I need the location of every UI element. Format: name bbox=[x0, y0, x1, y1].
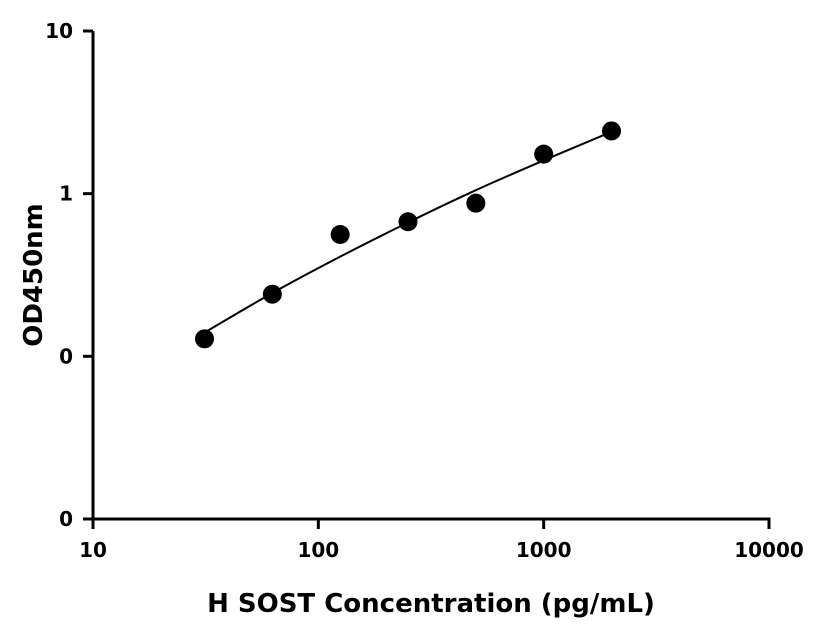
x-tick-label: 10000 bbox=[734, 538, 804, 562]
data-point bbox=[262, 284, 282, 304]
data-point bbox=[534, 144, 554, 164]
y-tick-label: 1 bbox=[59, 182, 73, 206]
y-tick-label: 0 bbox=[59, 344, 73, 368]
data-point bbox=[330, 225, 350, 245]
y-tick-label: 10 bbox=[45, 19, 73, 43]
data-point bbox=[466, 193, 486, 213]
y-axis-title: OD450nm bbox=[19, 203, 49, 347]
x-tick-label: 10 bbox=[79, 538, 107, 562]
fit-curve bbox=[204, 130, 612, 334]
fit-curve-group bbox=[204, 130, 612, 334]
data-point bbox=[398, 212, 418, 232]
y-tick-label: 0 bbox=[59, 507, 73, 531]
data-points bbox=[195, 121, 621, 349]
x-tick-label: 100 bbox=[297, 538, 339, 562]
x-tick-label: 1000 bbox=[516, 538, 572, 562]
data-point bbox=[195, 329, 215, 349]
x-axis-title: H SOST Concentration (pg/mL) bbox=[207, 589, 655, 619]
data-point bbox=[601, 121, 621, 141]
axes bbox=[83, 29, 771, 529]
